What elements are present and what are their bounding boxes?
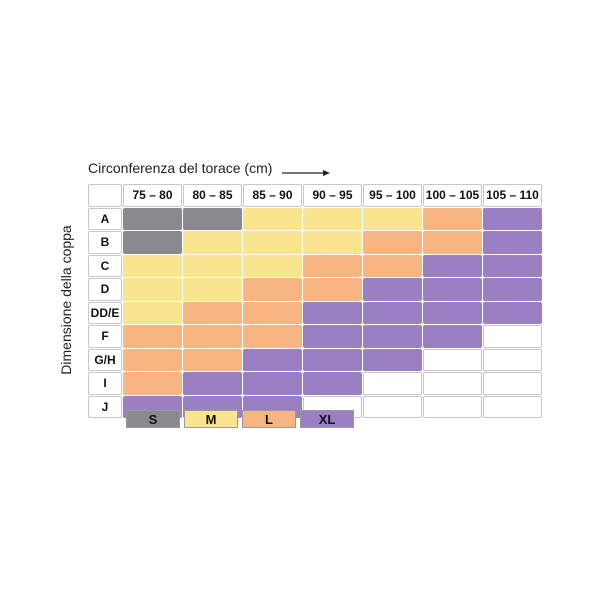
- size-cell-xl: [423, 325, 482, 348]
- empty-cell: [423, 348, 482, 371]
- size-cell-m: [243, 254, 302, 277]
- legend: S M L XL: [126, 410, 354, 428]
- size-cell-s: [123, 207, 182, 230]
- size-cell-l: [363, 254, 422, 277]
- empty-cell: [483, 395, 542, 418]
- size-cell-xl: [303, 348, 362, 371]
- size-cell-xl: [363, 325, 422, 348]
- y-axis-title: Dimensione della coppa: [58, 225, 74, 375]
- column-header: 100 – 105: [423, 184, 482, 207]
- size-cell-m: [303, 207, 362, 230]
- size-cell-m: [303, 231, 362, 254]
- size-cell-m: [123, 278, 182, 301]
- size-cell-xl: [483, 301, 542, 324]
- row-label: C: [88, 254, 122, 277]
- size-cell-xl: [243, 372, 302, 395]
- row-label: I: [88, 372, 122, 395]
- size-cell-l: [123, 325, 182, 348]
- size-cell-m: [243, 231, 302, 254]
- size-cell-l: [423, 231, 482, 254]
- size-table: 75 – 80 80 – 85 85 – 90 90 – 95 95 – 100 100 …: [88, 184, 542, 418]
- size-cell-m: [183, 231, 242, 254]
- size-cell-s: [183, 207, 242, 230]
- size-cell-l: [183, 348, 242, 371]
- size-cell-xl: [483, 278, 542, 301]
- size-cell-m: [183, 254, 242, 277]
- column-header: 80 – 85: [183, 184, 242, 207]
- size-cell-m: [123, 254, 182, 277]
- legend-item-l: L: [242, 410, 296, 428]
- size-cell-l: [243, 278, 302, 301]
- size-cell-xl: [483, 207, 542, 230]
- size-cell-l: [123, 372, 182, 395]
- empty-cell: [483, 325, 542, 348]
- legend-item-s: S: [126, 410, 180, 428]
- row-label: DD/E: [88, 301, 122, 324]
- size-cell-xl: [303, 372, 362, 395]
- empty-cell: [423, 395, 482, 418]
- size-cell-xl: [423, 278, 482, 301]
- size-cell-m: [123, 301, 182, 324]
- size-cell-xl: [183, 372, 242, 395]
- row-label: D: [88, 278, 122, 301]
- size-cell-l: [183, 301, 242, 324]
- row-label: J: [88, 395, 122, 418]
- row-label: B: [88, 231, 122, 254]
- empty-cell: [483, 348, 542, 371]
- empty-cell: [363, 372, 422, 395]
- legend-item-m: M: [184, 410, 238, 428]
- empty-cell: [483, 372, 542, 395]
- size-cell-l: [303, 278, 362, 301]
- size-cell-xl: [483, 254, 542, 277]
- size-cell-m: [243, 207, 302, 230]
- size-cell-l: [243, 325, 302, 348]
- size-cell-m: [183, 278, 242, 301]
- size-cell-xl: [423, 301, 482, 324]
- size-cell-xl: [363, 348, 422, 371]
- row-label: G/H: [88, 348, 122, 371]
- column-header: 95 – 100: [363, 184, 422, 207]
- row-label: F: [88, 325, 122, 348]
- size-cell-m: [363, 207, 422, 230]
- size-cell-l: [303, 254, 362, 277]
- size-cell-l: [243, 301, 302, 324]
- size-cell-xl: [423, 254, 482, 277]
- size-cell-l: [123, 348, 182, 371]
- column-header: 75 – 80: [123, 184, 182, 207]
- column-header: 90 – 95: [303, 184, 362, 207]
- size-cell-xl: [243, 348, 302, 371]
- size-cell-xl: [483, 231, 542, 254]
- size-cell-xl: [303, 325, 362, 348]
- size-cell-l: [183, 325, 242, 348]
- size-cell-xl: [303, 301, 362, 324]
- column-header: 105 – 110: [483, 184, 542, 207]
- table-corner: [88, 184, 122, 207]
- arrow-right-icon: [282, 170, 330, 176]
- empty-cell: [423, 372, 482, 395]
- row-label: A: [88, 207, 122, 230]
- size-cell-xl: [363, 301, 422, 324]
- size-cell-l: [363, 231, 422, 254]
- empty-cell: [363, 395, 422, 418]
- legend-item-xl: XL: [300, 410, 354, 428]
- size-cell-l: [423, 207, 482, 230]
- size-cell-xl: [363, 278, 422, 301]
- x-axis-title: Circonferenza del torace (cm): [88, 160, 273, 176]
- column-header: 85 – 90: [243, 184, 302, 207]
- size-cell-s: [123, 231, 182, 254]
